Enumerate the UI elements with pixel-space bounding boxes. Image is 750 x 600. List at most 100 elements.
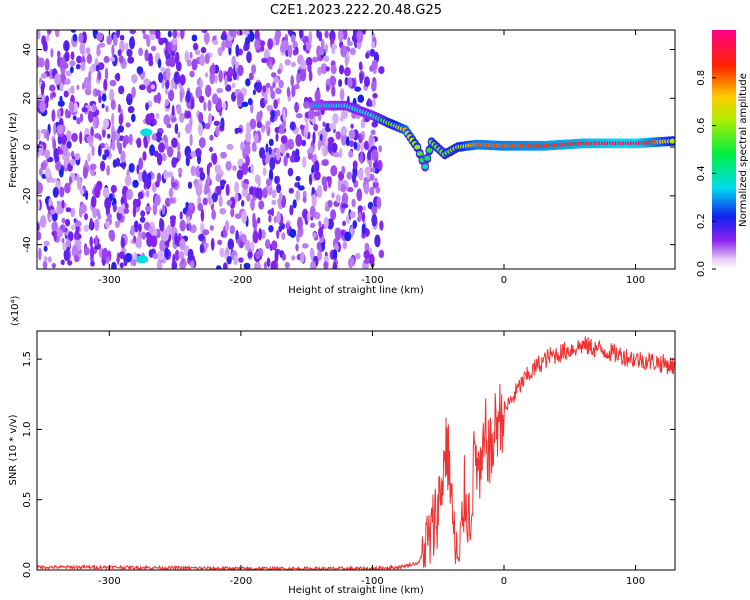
noise-cell [74, 153, 81, 161]
noise-cell [302, 196, 307, 203]
noise-cell [199, 54, 206, 66]
noise-cell [117, 206, 124, 214]
noise-cell [133, 235, 137, 244]
noise-cell [118, 85, 125, 95]
colorbar: 0.0 0.2 0.4 0.6 0.8 Normalized spectral ampl… [696, 30, 749, 277]
noise-cell [94, 235, 99, 246]
noise-cell [61, 237, 65, 244]
noise-cell [81, 106, 88, 113]
noise-cell [119, 162, 127, 168]
noise-cell [197, 123, 204, 136]
isolated-blob [140, 128, 153, 137]
noise-cell [90, 195, 97, 208]
noise-cell [307, 109, 315, 120]
noise-cell [294, 101, 299, 113]
noise-cell [241, 101, 249, 108]
noise-cell [131, 113, 136, 123]
noise-cell [260, 45, 265, 52]
colorbar-tick-label: 0.4 [696, 165, 707, 181]
noise-cell [311, 186, 315, 195]
noise-cell [64, 41, 70, 52]
noise-cell [110, 56, 116, 62]
noise-cell [306, 212, 310, 223]
noise-cell [40, 162, 47, 171]
noise-cell [253, 132, 259, 144]
noise-cell [361, 211, 366, 223]
noise-cell [171, 181, 178, 188]
noise-cell [250, 240, 255, 252]
noise-cell [173, 71, 180, 85]
noise-cell [189, 133, 193, 147]
noise-cell [200, 222, 204, 234]
noise-cell [369, 48, 376, 57]
noise-cell [229, 225, 235, 235]
noise-cell [168, 187, 174, 198]
noise-cell [59, 82, 64, 92]
noise-cell [140, 72, 145, 80]
noise-cell [194, 148, 202, 158]
noise-cell [232, 165, 237, 171]
noise-cell [354, 252, 361, 260]
noise-cell [370, 129, 376, 136]
noise-cell [344, 67, 351, 77]
noise-cell [308, 70, 313, 82]
noise-cell [329, 122, 337, 130]
noise-cell [137, 191, 144, 200]
noise-cell [371, 213, 378, 227]
noise-cell [118, 55, 124, 64]
noise-cell [331, 43, 336, 55]
noise-cell [179, 238, 186, 251]
colorbar-label: Normalized spectral amplitude [738, 73, 749, 227]
noise-cell [186, 59, 192, 67]
noise-cell [119, 262, 124, 269]
colorbar-ticks: 0.0 0.2 0.4 0.6 0.8 [696, 70, 716, 277]
noise-cell [203, 242, 209, 249]
noise-cell [351, 198, 356, 208]
noise-cell [139, 84, 146, 91]
noise-cell [338, 64, 345, 75]
noise-cell [291, 255, 296, 261]
noise-cell [152, 118, 157, 126]
ridge-cell [424, 155, 431, 161]
noise-cell [247, 251, 253, 258]
noise-cell [102, 129, 106, 138]
noise-cell [324, 205, 330, 212]
noise-cell [226, 143, 234, 150]
noise-cell [265, 178, 272, 187]
noise-cell [59, 72, 67, 86]
noise-cell [116, 30, 121, 38]
noise-cell [289, 204, 294, 216]
noise-cell [269, 157, 276, 171]
noise-cell [340, 229, 345, 236]
noise-cell [203, 101, 207, 112]
noise-cell [149, 30, 156, 36]
noise-cell [331, 85, 336, 97]
noise-cell [62, 242, 67, 251]
x-tick-label: 0 [501, 275, 507, 286]
noise-cell [57, 229, 63, 238]
noise-cell [252, 230, 259, 244]
noise-cell [224, 220, 230, 232]
noise-cell [258, 228, 262, 241]
noise-cell [156, 152, 163, 166]
noise-cell [187, 248, 194, 261]
noise-cell [241, 187, 249, 198]
snr-series-line [37, 336, 675, 570]
noise-cell [254, 39, 261, 51]
ridge-cell [416, 151, 423, 157]
noise-cell [46, 129, 50, 142]
colorbar-tick-label: 0.2 [696, 213, 707, 229]
noise-cell [273, 216, 277, 224]
noise-cell [224, 38, 231, 49]
noise-cell [96, 32, 104, 42]
noise-cell [80, 61, 86, 72]
noise-cell [273, 99, 278, 110]
noise-cell [277, 68, 282, 75]
noise-cell [208, 162, 212, 168]
noise-cell [145, 113, 152, 126]
noise-cell [278, 127, 285, 135]
noise-cell [271, 240, 278, 251]
noise-cell [262, 85, 267, 93]
noise-cell [333, 152, 341, 158]
